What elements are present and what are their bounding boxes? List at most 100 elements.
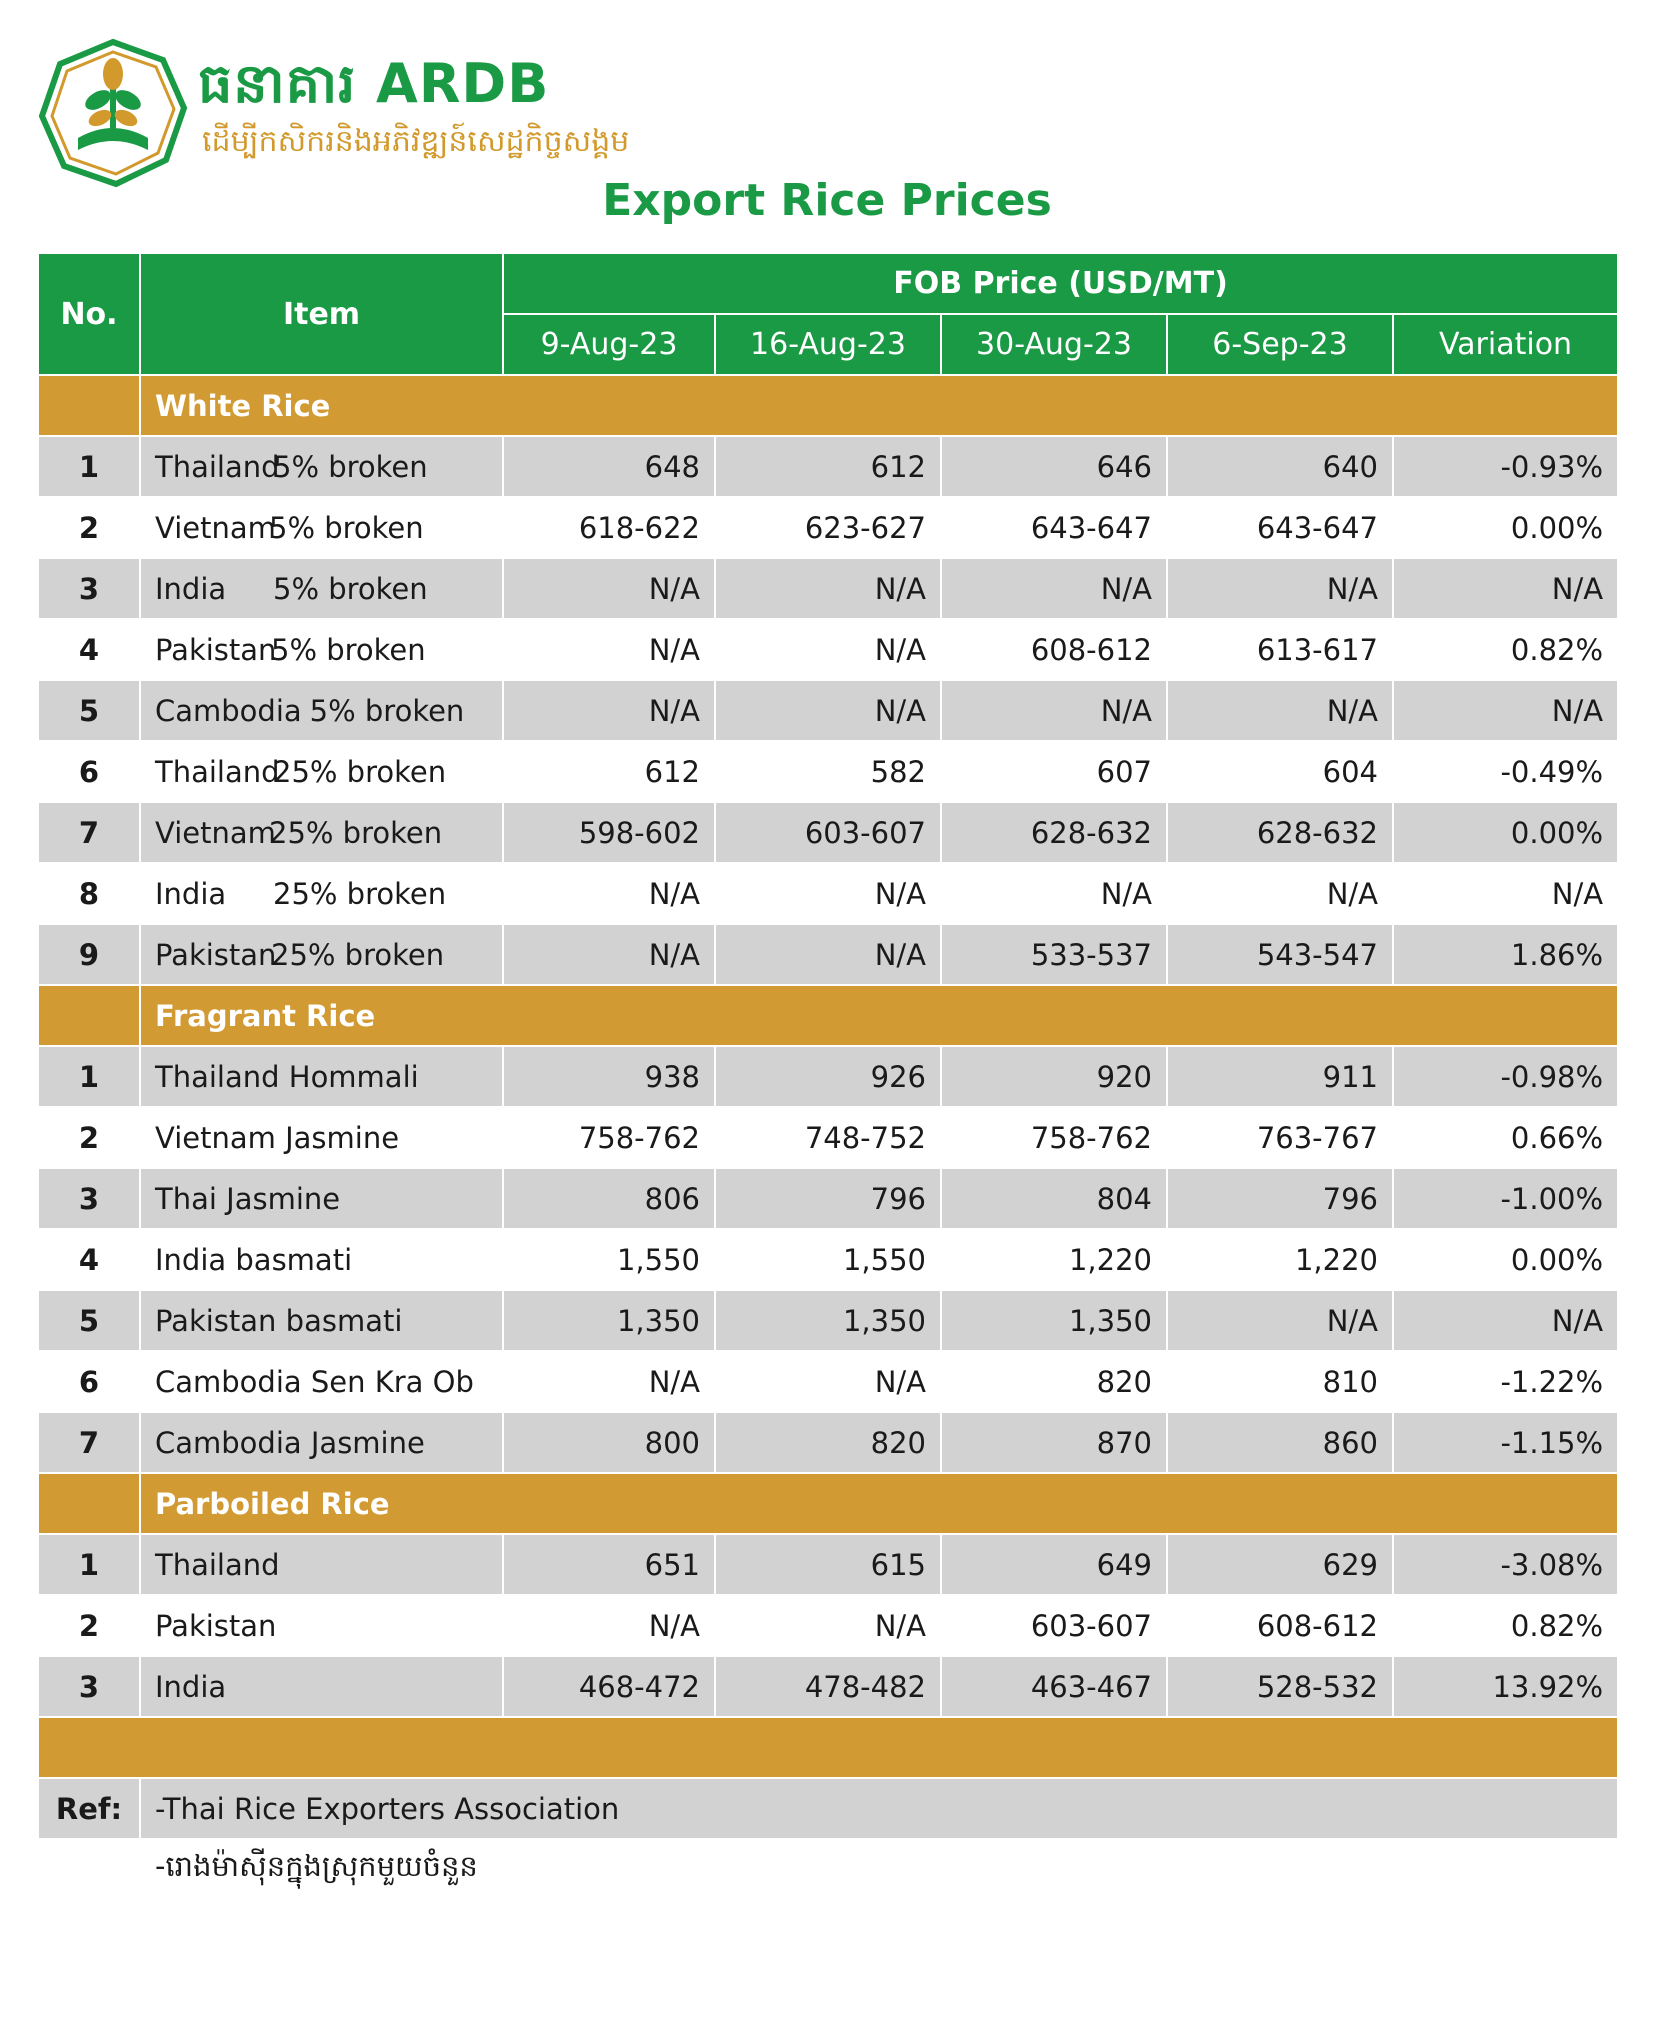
price-cell: 763-767	[1166, 1106, 1394, 1169]
row-number: 5	[37, 1289, 141, 1352]
header: ធនាគារ ARDB ដើម្បីកសិករនិងអភិវឌ្ឍន៍សេដ្ឋ…	[38, 38, 1618, 188]
item-grade: 25% broken	[271, 937, 445, 972]
item-country: Cambodia Jasmine	[155, 1425, 425, 1460]
price-cell: 478-482	[714, 1655, 942, 1718]
price-cell: 628-632	[940, 801, 1168, 864]
item-country: India	[155, 571, 227, 606]
price-cell: 1,220	[1166, 1228, 1394, 1291]
price-cell: 615	[714, 1533, 942, 1596]
item-cell: Thailand 5% broken	[139, 435, 504, 498]
ref-label: Ref:	[37, 1777, 141, 1840]
item-country: Thailand	[155, 1547, 280, 1582]
price-cell: 629	[1166, 1533, 1394, 1596]
row-number: 6	[37, 1350, 141, 1413]
table-row: 1 Thailand Hommali 938 926 920 911 -0.98%	[37, 1045, 1620, 1108]
variation-cell: N/A	[1391, 1289, 1620, 1352]
price-cell: 608-612	[940, 618, 1168, 681]
row-number: 4	[37, 1228, 141, 1291]
item-cell: Thailand Hommali	[139, 1045, 504, 1108]
item-grade: 5% broken	[271, 632, 426, 667]
item-grade: 25% broken	[273, 876, 447, 911]
price-cell: N/A	[502, 1594, 716, 1657]
item-cell: Thailand 25% broken	[139, 740, 504, 803]
price-cell: 640	[1166, 435, 1394, 498]
item-grade: 5% broken	[273, 449, 428, 484]
variation-cell: 0.00%	[1391, 1228, 1620, 1291]
price-cell: 758-762	[502, 1106, 716, 1169]
brand-name: ធនាគារ ARDB	[198, 52, 550, 115]
price-cell: 528-532	[1166, 1655, 1394, 1718]
row-number: 2	[37, 496, 141, 559]
price-cell: 796	[714, 1167, 942, 1230]
variation-cell: 0.00%	[1391, 496, 1620, 559]
row-number: 8	[37, 862, 141, 925]
price-cell: 618-622	[502, 496, 716, 559]
section-title: White Rice	[138, 374, 1620, 437]
table-row: 4 Pakistan 5% broken N/A N/A 608-612 613-617 0.…	[37, 618, 1620, 681]
price-cell: 926	[714, 1045, 942, 1108]
item-cell: India 5% broken	[139, 557, 504, 620]
row-number: 1	[37, 1045, 141, 1108]
price-cell: N/A	[714, 1350, 942, 1413]
price-cell: 1,350	[714, 1289, 942, 1352]
variation-cell: 0.82%	[1391, 618, 1620, 681]
variation-cell: -3.08%	[1391, 1533, 1620, 1596]
price-cell: N/A	[502, 679, 716, 742]
price-cell: N/A	[1166, 1289, 1394, 1352]
item-grade: 25% broken	[273, 754, 447, 789]
variation-cell: N/A	[1391, 679, 1620, 742]
row-number: 1	[37, 435, 141, 498]
col-date-header: 6-Sep-23	[1166, 313, 1394, 376]
price-cell: 800	[502, 1411, 716, 1474]
item-cell: Cambodia Jasmine	[139, 1411, 504, 1474]
price-cell: 608-612	[1166, 1594, 1394, 1657]
item-country: India	[155, 1669, 227, 1704]
item-cell: Pakistan	[139, 1594, 504, 1657]
price-cell: N/A	[940, 557, 1168, 620]
ref-line: -Thai Rice Exporters Association	[138, 1777, 1620, 1840]
price-cell: N/A	[1166, 557, 1394, 620]
item-cell: Pakistan basmati	[139, 1289, 504, 1352]
table-spacer-row	[36, 1716, 1620, 1779]
table-row: 1 Thailand 5% broken 648 612 646 640 -0.93%	[37, 435, 1620, 498]
price-cell: 820	[714, 1411, 942, 1474]
row-number: 3	[37, 1167, 141, 1230]
row-number: 4	[37, 618, 141, 681]
item-country: Thailand Hommali	[155, 1059, 419, 1094]
price-cell: 646	[940, 435, 1168, 498]
price-cell: 612	[714, 435, 942, 498]
price-cell: N/A	[940, 679, 1168, 742]
item-country: Thailand	[155, 449, 280, 484]
item-cell: Cambodia 5% broken	[139, 679, 504, 742]
variation-cell: 13.92%	[1391, 1655, 1620, 1718]
variation-cell: 0.00%	[1391, 801, 1620, 864]
price-cell: 649	[940, 1533, 1168, 1596]
price-cell: 468-472	[502, 1655, 716, 1718]
price-cell: N/A	[502, 618, 716, 681]
item-country: Pakistan basmati	[155, 1303, 403, 1338]
table-row: 1 Thailand 651 615 649 629 -3.08%	[37, 1533, 1620, 1596]
price-cell: N/A	[714, 923, 942, 986]
table-row: 4 India basmati 1,550 1,550 1,220 1,220 0.00%	[37, 1228, 1620, 1291]
ardb-logo-icon	[38, 38, 188, 188]
item-country: Thailand	[155, 754, 280, 789]
col-date-header: 16-Aug-23	[714, 313, 942, 376]
table-body: White Rice 1 Thailand 5% broken 648 612 646 640…	[36, 374, 1620, 1901]
item-country: Pakistan	[155, 632, 277, 667]
item-country: Vietnam Jasmine	[155, 1120, 400, 1155]
col-date-header: 30-Aug-23	[940, 313, 1168, 376]
item-grade: 5% broken	[309, 693, 465, 728]
row-number: 1	[37, 1533, 141, 1596]
row-number: 6	[37, 740, 141, 803]
row-number: 9	[37, 923, 141, 986]
ref-row: Ref: -Thai Rice Exporters Association	[37, 1777, 1620, 1840]
table-row: 5 Pakistan basmati 1,350 1,350 1,350 N/A N/A	[37, 1289, 1620, 1352]
table-row: 6 Cambodia Sen Kra Ob N/A N/A 820 810 -1.22%	[37, 1350, 1620, 1413]
price-cell: N/A	[502, 923, 716, 986]
price-cell: 648	[502, 435, 716, 498]
table-row: 2 Pakistan N/A N/A 603-607 608-612 0.82%	[37, 1594, 1620, 1657]
item-cell: Vietnam 5% broken	[139, 496, 504, 559]
table-row: 3 India 5% broken N/A N/A N/A N/A N/A	[37, 557, 1620, 620]
price-cell: 603-607	[714, 801, 942, 864]
price-cell: N/A	[714, 862, 942, 925]
